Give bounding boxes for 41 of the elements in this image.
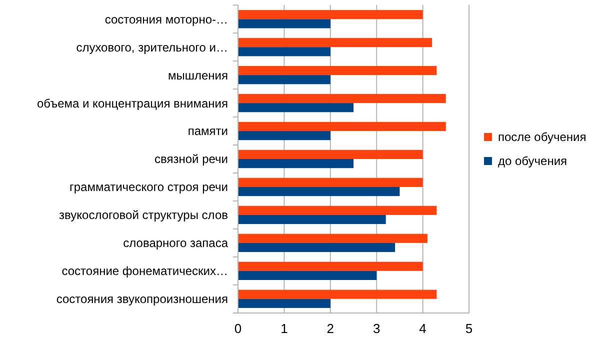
y-tick-label: объема и концентрация внимания [36,96,228,110]
x-tick-label: 1 [280,321,288,336]
legend-label: до обучения [498,154,568,168]
x-tick-label: 4 [419,321,426,336]
y-tick-label: словарного запаса [123,236,228,250]
bar [238,66,437,76]
bar [238,290,437,299]
bar [238,262,423,271]
bar [238,122,446,132]
x-tick-label: 0 [234,321,242,336]
y-tick-label: звукослоговой структуры слов [59,208,228,222]
y-tick-label: мышления [168,68,228,82]
bar [238,75,330,84]
y-tick-label: слухового, зрительного и… [76,40,228,54]
bar [238,159,354,168]
legend-label: после обучения [498,130,586,144]
bar [238,298,330,308]
bar [238,242,396,252]
bar [238,94,446,104]
bar [238,103,354,112]
y-tick-label: состояния звукопроизношения [56,292,228,306]
y-tick-label: памяти [188,124,228,138]
x-tick-label: 5 [465,321,473,336]
y-tick-label: связной речи [154,152,228,166]
bar [238,178,423,187]
bar [238,150,423,159]
y-tick-label: состояние фонематических… [62,264,228,278]
bar [238,186,400,196]
bar [238,38,432,48]
bar [238,10,423,20]
bar [238,19,330,28]
bar [238,47,330,56]
x-tick-label: 2 [326,321,334,336]
bar [238,131,330,140]
x-tick-label: 3 [372,321,380,336]
bar [238,206,437,215]
y-tick-label: грамматического строя речи [69,180,228,194]
bar [238,214,386,224]
y-tick-label: состояния моторно-… [104,12,228,26]
bar [238,270,377,280]
bar [238,234,428,243]
